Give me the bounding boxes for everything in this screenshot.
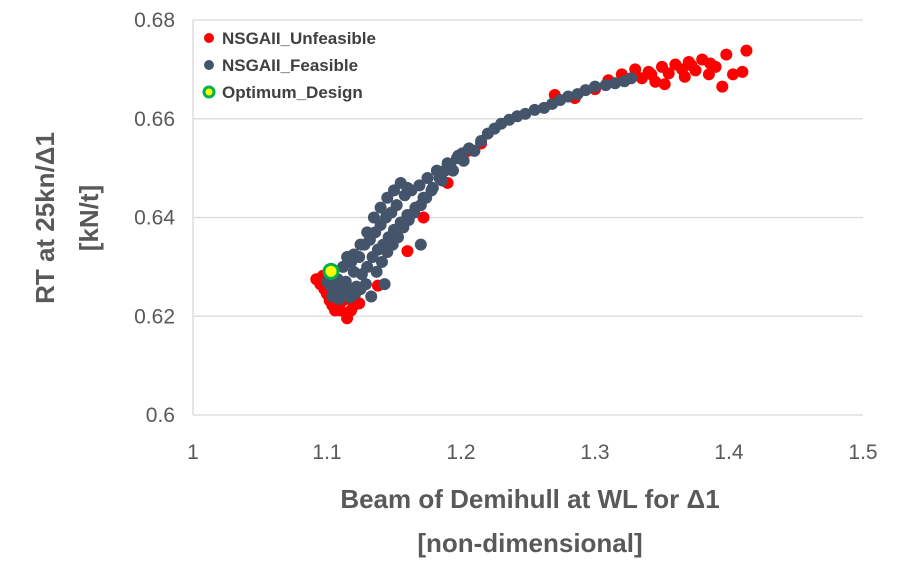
point-unfeasible: [740, 44, 753, 57]
point-unfeasible: [685, 59, 698, 72]
x-tick-label: 1.3: [580, 441, 609, 464]
point-feasible: [361, 260, 374, 273]
point-feasible: [625, 72, 638, 85]
point-feasible: [361, 226, 374, 239]
y-tick-label: 0.6: [146, 404, 175, 427]
point-feasible: [359, 278, 372, 291]
x-axis-title-line1: Beam of Demihull at WL for Δ1: [340, 484, 719, 514]
point-unfeasible: [727, 68, 740, 81]
legend-marker-optimum: [202, 85, 216, 99]
point-unfeasible: [401, 245, 414, 258]
x-tick-label: 1.2: [446, 441, 475, 464]
point-feasible: [468, 144, 481, 157]
x-tick-label: 1.4: [714, 441, 744, 464]
point-unfeasible: [716, 80, 729, 93]
legend-marker-feasible: [204, 60, 214, 70]
point-feasible: [390, 199, 403, 212]
axes: [192, 20, 863, 416]
point-feasible: [589, 80, 601, 93]
point-feasible: [354, 238, 367, 251]
point-feasible: [426, 181, 439, 194]
point-unfeasible: [353, 297, 366, 310]
point-unfeasible: [678, 70, 691, 83]
point-optimum: [322, 262, 340, 280]
point-feasible: [413, 179, 426, 192]
x-tick-label: 1.1: [312, 441, 341, 464]
point-unfeasible: [736, 65, 749, 78]
point-unfeasible: [662, 67, 675, 80]
point-feasible: [599, 79, 612, 92]
x-tick-label: 1.5: [848, 441, 877, 464]
y-tick-label: 0.62: [134, 305, 175, 328]
point-feasible: [579, 84, 592, 97]
legend: NSGAII_Unfeasible NSGAII_Feasible Optimu…: [202, 29, 376, 102]
point-unfeasible: [334, 304, 347, 317]
point-unfeasible: [658, 78, 671, 91]
point-unfeasible: [417, 211, 430, 224]
y-axis-title-line1: RT at 25kn/Δ1: [30, 132, 60, 304]
point-feasible: [374, 201, 387, 214]
point-feasible: [381, 191, 394, 204]
y-axis-title-line2: [kN/t]: [74, 185, 104, 251]
point-feasible: [392, 231, 405, 244]
point-feasible: [367, 211, 380, 224]
point-feasible: [609, 77, 622, 90]
legend-marker-unfeasible: [204, 33, 214, 43]
y-axis-title: RT at 25kn/Δ1 [kN/t]: [30, 132, 104, 304]
legend-label-optimum: Optimum_Design: [222, 83, 363, 102]
point-unfeasible: [645, 68, 658, 81]
point-feasible: [365, 290, 378, 303]
point-unfeasible: [704, 57, 717, 70]
point-feasible: [528, 103, 541, 116]
legend-label-unfeasible: NSGAII_Unfeasible: [222, 29, 376, 48]
x-tick-label: 1: [187, 441, 199, 464]
x-axis-title-line2: [non-dimensional]: [417, 528, 642, 558]
tick-labels: 1 1.1 1.2 1.3 1.4 1.5 0.6 0.62 0.64 0.66 0.68: [134, 9, 877, 464]
point-feasible: [341, 251, 354, 263]
point-unfeasible: [720, 48, 733, 61]
point-feasible: [370, 265, 383, 278]
point-feasible: [519, 107, 532, 120]
point-feasible: [375, 255, 388, 268]
y-tick-label: 0.64: [134, 207, 175, 230]
point-feasible: [414, 238, 427, 251]
legend-label-feasible: NSGAII_Feasible: [222, 56, 358, 75]
point-feasible: [420, 191, 433, 204]
point-feasible: [456, 147, 469, 160]
point-feasible: [378, 278, 391, 291]
point-feasible: [421, 172, 434, 184]
point-feasible: [562, 90, 575, 103]
y-tick-label: 0.68: [134, 9, 175, 32]
data-points: [310, 44, 753, 325]
y-tick-label: 0.66: [134, 108, 175, 131]
